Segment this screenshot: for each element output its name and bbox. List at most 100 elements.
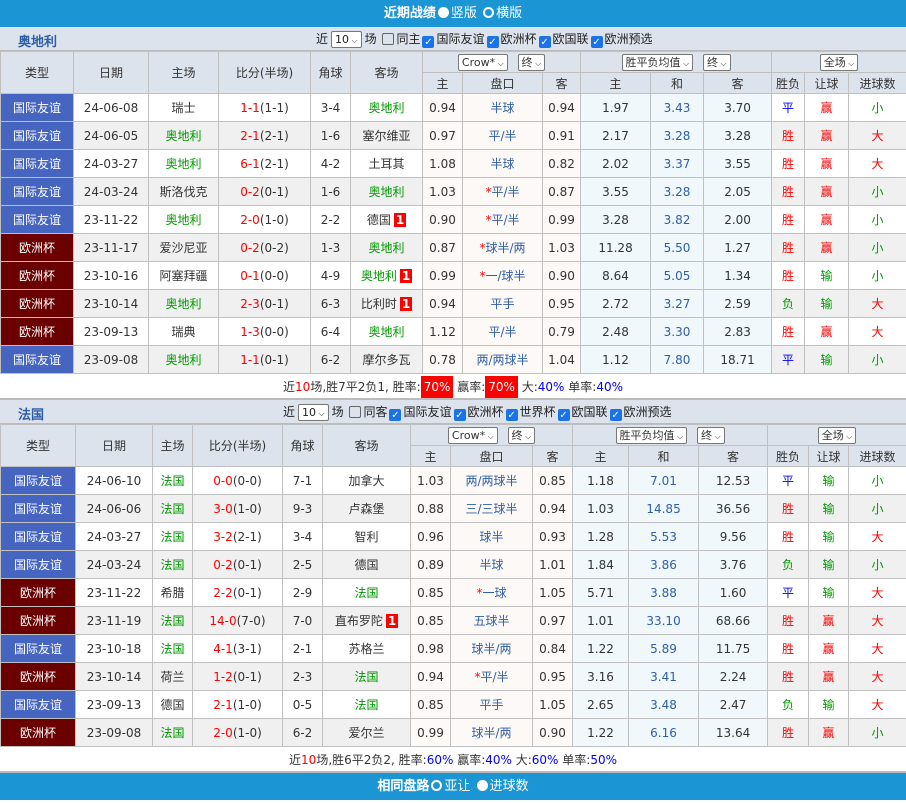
away-cell[interactable]: 苏格兰 xyxy=(322,634,411,663)
away-cell[interactable]: 塞尔维亚 xyxy=(350,121,423,150)
away-cell[interactable]: 智利 xyxy=(322,522,411,551)
home-team[interactable]: 瑞典 xyxy=(148,317,219,346)
filter-checkbox[interactable]: ✓ xyxy=(538,36,551,48)
match-type[interactable]: 欧洲杯 xyxy=(0,718,76,747)
final-select[interactable]: 终 xyxy=(517,53,546,71)
away-cell[interactable]: 法国 xyxy=(322,662,411,691)
filter-checkbox[interactable]: ✓ xyxy=(389,409,402,421)
score[interactable]: 3-2(2-1) xyxy=(192,522,283,551)
match-type[interactable]: 欧洲杯 xyxy=(0,662,76,691)
away-cell[interactable]: 奥地利 xyxy=(350,317,423,346)
score[interactable]: 1-3(0-0) xyxy=(218,317,311,346)
score[interactable]: 0-2(0-1) xyxy=(218,177,311,206)
away-cell[interactable]: 奥地利 xyxy=(350,93,423,122)
radio-horizontal[interactable] xyxy=(483,7,495,18)
away-cell[interactable]: 奥地利 xyxy=(350,177,423,206)
home-team[interactable]: 希腊 xyxy=(152,578,193,607)
radio-horizontal-label[interactable]: 横版 xyxy=(496,6,523,21)
scope-select[interactable]: 全场 xyxy=(817,426,857,444)
score[interactable]: 3-0(1-0) xyxy=(192,494,283,523)
filter-checkbox[interactable]: ✓ xyxy=(453,409,466,421)
away-cell[interactable]: 德国 1 xyxy=(350,205,423,234)
away-cell[interactable]: 奥地利 1 xyxy=(350,261,423,290)
same-venue-checkbox[interactable] xyxy=(349,406,362,418)
filter-checkbox[interactable]: ✓ xyxy=(557,409,570,421)
match-type[interactable]: 欧洲杯 xyxy=(0,289,74,318)
away-cell[interactable]: 比利时 1 xyxy=(350,289,423,318)
match-type[interactable]: 国际友谊 xyxy=(0,93,74,122)
away-cell[interactable]: 德国 xyxy=(322,550,411,579)
away-cell[interactable]: 摩尔多瓦 xyxy=(350,345,423,374)
match-type[interactable]: 国际友谊 xyxy=(0,149,74,178)
filter-checkbox[interactable]: ✓ xyxy=(505,409,518,421)
radio-handicap[interactable] xyxy=(431,780,443,791)
match-type[interactable]: 国际友谊 xyxy=(0,634,76,663)
score[interactable]: 14-0(7-0) xyxy=(192,606,283,635)
final2-select[interactable]: 终 xyxy=(696,426,725,444)
home-team[interactable]: 法国 xyxy=(152,522,193,551)
home-team[interactable]: 爱沙尼亚 xyxy=(148,233,219,262)
same-venue-checkbox[interactable] xyxy=(382,33,395,45)
radio-goals-label[interactable]: 进球数 xyxy=(489,779,529,794)
match-type[interactable]: 国际友谊 xyxy=(0,177,74,206)
radio-vertical-label[interactable]: 竖版 xyxy=(450,6,477,21)
match-type[interactable]: 国际友谊 xyxy=(0,121,74,150)
home-team[interactable]: 瑞士 xyxy=(148,93,219,122)
score[interactable]: 2-3(0-1) xyxy=(218,289,311,318)
match-count-select[interactable]: 10 xyxy=(298,404,329,421)
away-cell[interactable]: 直布罗陀 1 xyxy=(322,606,411,635)
company-select[interactable]: Crow* xyxy=(457,53,508,71)
filter-checkbox[interactable]: ✓ xyxy=(609,409,622,421)
score[interactable]: 0-1(0-0) xyxy=(218,261,311,290)
away-cell[interactable]: 爱尔兰 xyxy=(322,718,411,747)
score[interactable]: 1-1(1-1) xyxy=(218,93,311,122)
match-type[interactable]: 国际友谊 xyxy=(0,466,76,495)
home-team[interactable]: 法国 xyxy=(152,606,193,635)
radio-vertical[interactable] xyxy=(437,7,449,18)
match-type[interactable]: 欧洲杯 xyxy=(0,578,76,607)
match-count-select[interactable]: 10 xyxy=(331,31,362,48)
away-cell[interactable]: 卢森堡 xyxy=(322,494,411,523)
home-team[interactable]: 奥地利 xyxy=(148,121,219,150)
home-team[interactable]: 法国 xyxy=(152,466,193,495)
score[interactable]: 0-2(0-1) xyxy=(192,550,283,579)
score[interactable]: 2-2(0-1) xyxy=(192,578,283,607)
radio-goals[interactable] xyxy=(476,780,488,791)
match-type[interactable]: 国际友谊 xyxy=(0,205,74,234)
home-team[interactable]: 法国 xyxy=(152,494,193,523)
filter-checkbox[interactable]: ✓ xyxy=(590,36,603,48)
match-type[interactable]: 欧洲杯 xyxy=(0,261,74,290)
score[interactable]: 2-0(1-0) xyxy=(218,205,311,234)
score[interactable]: 1-2(0-1) xyxy=(192,662,283,691)
home-team[interactable]: 德国 xyxy=(152,690,193,719)
avg-select[interactable]: 胜平负均值 xyxy=(621,53,694,71)
final-select[interactable]: 终 xyxy=(507,426,536,444)
avg-select[interactable]: 胜平负均值 xyxy=(615,426,688,444)
final2-select[interactable]: 终 xyxy=(702,53,731,71)
home-team[interactable]: 阿塞拜疆 xyxy=(148,261,219,290)
home-team[interactable]: 奥地利 xyxy=(148,289,219,318)
match-type[interactable]: 国际友谊 xyxy=(0,550,76,579)
away-cell[interactable]: 法国 xyxy=(322,690,411,719)
away-cell[interactable]: 奥地利 xyxy=(350,233,423,262)
away-cell[interactable]: 法国 xyxy=(322,578,411,607)
home-team[interactable]: 奥地利 xyxy=(148,345,219,374)
away-cell[interactable]: 加拿大 xyxy=(322,466,411,495)
radio-handicap-label[interactable]: 亚让 xyxy=(444,779,471,794)
home-team[interactable]: 奥地利 xyxy=(148,205,219,234)
match-type[interactable]: 国际友谊 xyxy=(0,345,74,374)
home-team[interactable]: 荷兰 xyxy=(152,662,193,691)
filter-checkbox[interactable]: ✓ xyxy=(486,36,499,48)
match-type[interactable]: 欧洲杯 xyxy=(0,317,74,346)
filter-checkbox[interactable]: ✓ xyxy=(422,36,435,48)
score[interactable]: 6-1(2-1) xyxy=(218,149,311,178)
company-select[interactable]: Crow* xyxy=(447,426,498,444)
score[interactable]: 4-1(3-1) xyxy=(192,634,283,663)
match-type[interactable]: 欧洲杯 xyxy=(0,233,74,262)
match-type[interactable]: 国际友谊 xyxy=(0,494,76,523)
away-cell[interactable]: 土耳其 xyxy=(350,149,423,178)
score[interactable]: 0-2(0-2) xyxy=(218,233,311,262)
score[interactable]: 2-1(2-1) xyxy=(218,121,311,150)
home-team[interactable]: 法国 xyxy=(152,634,193,663)
home-team[interactable]: 法国 xyxy=(152,718,193,747)
